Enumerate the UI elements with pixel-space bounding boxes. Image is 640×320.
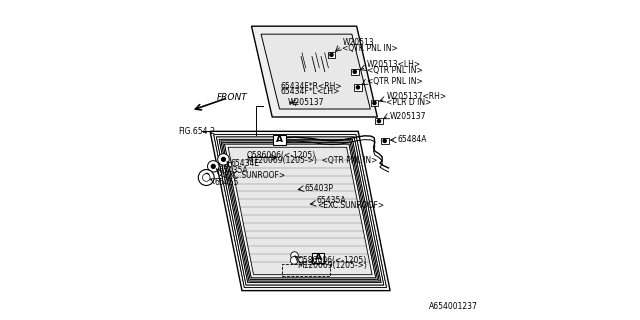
Text: A: A [315,253,321,262]
Text: A654001237: A654001237 [429,302,477,311]
Text: <EXC.SUNROOF>: <EXC.SUNROOF> [219,171,286,180]
Polygon shape [261,34,371,109]
Text: 65435A: 65435A [317,196,346,205]
Polygon shape [252,26,378,117]
Text: Q586006(<-1205): Q586006(<-1205) [246,151,316,160]
Circle shape [373,101,376,105]
Circle shape [202,174,210,181]
Circle shape [201,170,212,181]
Text: Q586006(<-1205): Q586006(<-1205) [298,256,367,265]
Bar [351,68,358,75]
Bar [371,100,378,106]
Circle shape [291,252,298,260]
Circle shape [205,173,209,177]
Bar [375,118,383,124]
Circle shape [356,86,360,89]
Circle shape [211,164,215,168]
Text: 65455: 65455 [215,178,239,187]
Circle shape [221,157,225,161]
Text: W205137<RH>: W205137<RH> [387,92,446,101]
Text: M120069(1205->)  <QTR PNL IN>: M120069(1205->) <QTR PNL IN> [246,156,377,164]
Circle shape [291,257,298,264]
Text: <QTR PNL IN>: <QTR PNL IN> [367,66,423,75]
Text: W20513<LH>: W20513<LH> [367,60,421,69]
FancyBboxPatch shape [273,134,286,145]
Circle shape [383,139,387,142]
Text: <QTR PNL IN>: <QTR PNL IN> [367,77,423,86]
Circle shape [218,154,229,165]
Circle shape [198,170,214,186]
Polygon shape [210,131,390,291]
Bar [354,84,362,91]
Bar [381,138,388,144]
Text: A: A [276,135,283,144]
Bar [328,52,335,58]
FancyBboxPatch shape [312,253,324,263]
Text: <EXC.SUNROOF>: <EXC.SUNROOF> [317,201,384,210]
Text: M120069(1205->): M120069(1205->) [298,261,367,270]
Text: 65435A: 65435A [219,166,248,175]
Text: 65403P: 65403P [304,184,333,193]
Text: 65434F*L<LH>: 65434F*L<LH> [280,87,340,96]
Text: W205137: W205137 [287,98,324,107]
Polygon shape [228,147,372,275]
Text: 65434F*R<RH>: 65434F*R<RH> [280,82,342,91]
Text: FRONT: FRONT [216,93,247,102]
Text: <PLR D IN>: <PLR D IN> [387,98,431,107]
Text: <QTR PNL IN>: <QTR PNL IN> [342,44,398,53]
Text: W20513: W20513 [342,38,374,47]
Text: 65484A: 65484A [397,135,427,144]
Text: W205137: W205137 [390,112,426,121]
Circle shape [353,70,356,73]
Text: 65434E: 65434E [230,159,259,168]
Circle shape [207,161,219,172]
Circle shape [378,120,381,123]
Circle shape [330,53,333,56]
Text: FIG.654-2: FIG.654-2 [178,127,215,136]
